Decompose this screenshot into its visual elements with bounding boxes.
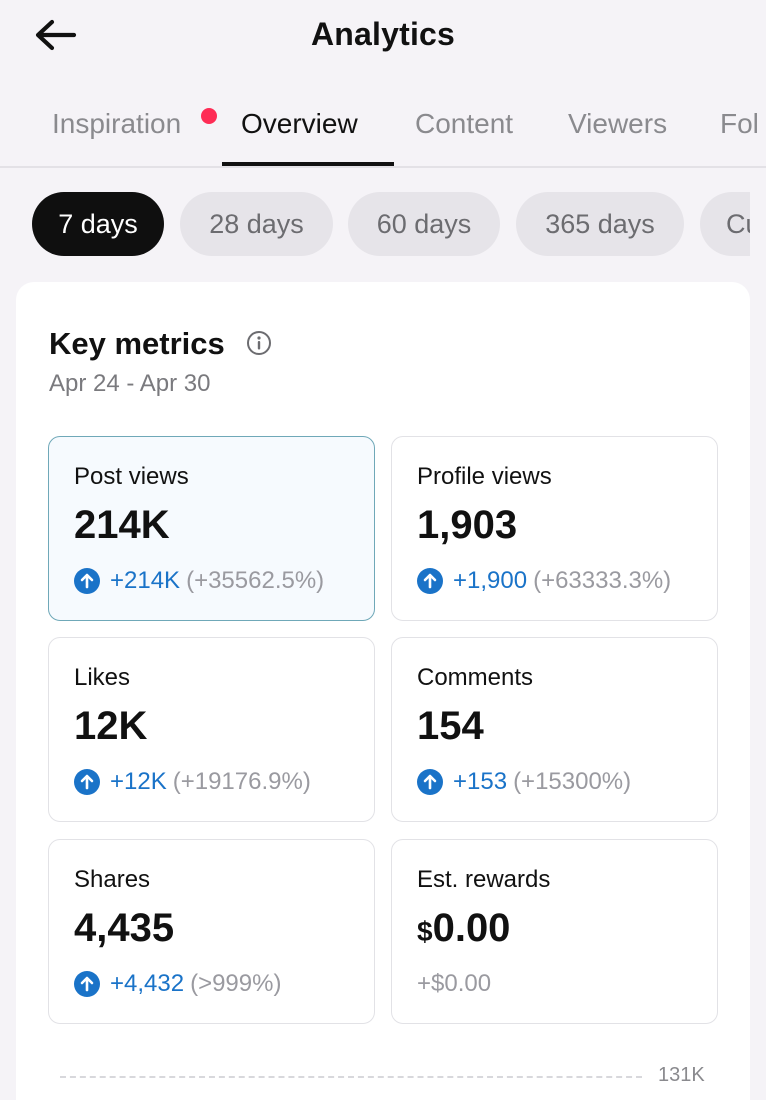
metric-delta: +4,432 xyxy=(110,970,185,997)
metric-label: Profile views xyxy=(417,463,552,490)
metric-value: 12K xyxy=(74,704,148,748)
tab-overview[interactable]: Overview xyxy=(241,108,358,139)
metric-percent: (+19176.9%) xyxy=(172,768,311,795)
tab-viewers[interactable]: Viewers xyxy=(568,108,668,139)
metric-delta: +12K xyxy=(110,768,167,795)
metric-label: Likes xyxy=(74,664,131,691)
period-365-days[interactable]: 365 days xyxy=(516,192,684,256)
tab-bar: Inspiration Overview Content Viewers Fol xyxy=(0,96,766,168)
metric-likes[interactable]: Likes 12K +12K (+19176.9%) xyxy=(48,637,375,822)
metric-delta: +214K xyxy=(110,567,181,594)
metric-delta: +$0.00 xyxy=(417,970,492,997)
metric-percent: (+63333.3%) xyxy=(533,567,672,594)
info-icon[interactable] xyxy=(246,330,272,356)
metric-label: Comments xyxy=(417,664,534,691)
arrow-up-circle-icon xyxy=(74,568,100,594)
period-custom[interactable]: Cu xyxy=(700,192,750,256)
page-title: Analytics xyxy=(310,16,456,52)
key-metrics-title: Key metrics xyxy=(49,326,225,361)
metric-shares[interactable]: Shares 4,435 +4,432 (>999%) xyxy=(48,839,375,1024)
period-selector: 7 days 28 days 60 days 365 days Cu xyxy=(0,192,750,260)
metric-value: $0.00 xyxy=(417,906,510,951)
active-tab-indicator xyxy=(222,162,394,166)
metric-change: +153 (+15300%) xyxy=(417,768,631,796)
metric-delta: +153 xyxy=(453,768,508,795)
arrow-up-circle-icon xyxy=(74,971,100,997)
metric-change: +4,432 (>999%) xyxy=(74,970,281,998)
arrow-up-circle-icon xyxy=(74,769,100,795)
metric-profile-views[interactable]: Profile views 1,903 +1,900 (+63333.3%) xyxy=(391,436,718,621)
back-button[interactable] xyxy=(30,14,82,60)
currency-symbol: $ xyxy=(417,916,433,947)
metric-est-rewards[interactable]: Est. rewards $0.00 +$0.00 xyxy=(391,839,718,1024)
arrow-up-circle-icon xyxy=(417,769,443,795)
metric-value: 154 xyxy=(417,704,484,748)
metric-amount: 0.00 xyxy=(432,906,511,950)
tab-inspiration[interactable]: Inspiration xyxy=(52,108,182,139)
metric-change: +1,900 (+63333.3%) xyxy=(417,567,671,595)
tab-content[interactable]: Content xyxy=(415,108,514,139)
chart-axis-max-label: 131K xyxy=(658,1064,705,1086)
notification-dot xyxy=(201,108,217,124)
metric-label: Shares xyxy=(74,866,151,893)
metric-change: +12K (+19176.9%) xyxy=(74,768,311,796)
period-7-days[interactable]: 7 days xyxy=(32,192,164,256)
key-metrics-card: Key metrics Apr 24 - Apr 30 Post views 2… xyxy=(16,282,750,1100)
metric-percent: (+15300%) xyxy=(513,768,632,795)
metric-percent: (>999%) xyxy=(190,970,282,997)
metric-comments[interactable]: Comments 154 +153 (+15300%) xyxy=(391,637,718,822)
metric-change: +$0.00 xyxy=(417,970,491,998)
metric-label: Est. rewards xyxy=(417,866,551,893)
period-60-days[interactable]: 60 days xyxy=(348,192,500,256)
metric-value: 4,435 xyxy=(74,906,175,950)
metric-value: 214K xyxy=(74,503,170,547)
chart-gridline xyxy=(60,1076,642,1078)
arrow-up-circle-icon xyxy=(417,568,443,594)
metric-change: +214K (+35562.5%) xyxy=(74,567,324,595)
metric-label: Post views xyxy=(74,463,189,490)
metric-value: 1,903 xyxy=(417,503,518,547)
header: Analytics xyxy=(0,0,766,78)
tab-followers[interactable]: Fol xyxy=(720,108,759,139)
metric-post-views[interactable]: Post views 214K +214K (+35562.5%) xyxy=(48,436,375,621)
metric-percent: (+35562.5%) xyxy=(186,567,325,594)
period-28-days[interactable]: 28 days xyxy=(180,192,333,256)
arrow-left-icon xyxy=(35,19,77,51)
metric-delta: +1,900 xyxy=(453,567,528,594)
date-range: Apr 24 - Apr 30 xyxy=(49,370,211,397)
